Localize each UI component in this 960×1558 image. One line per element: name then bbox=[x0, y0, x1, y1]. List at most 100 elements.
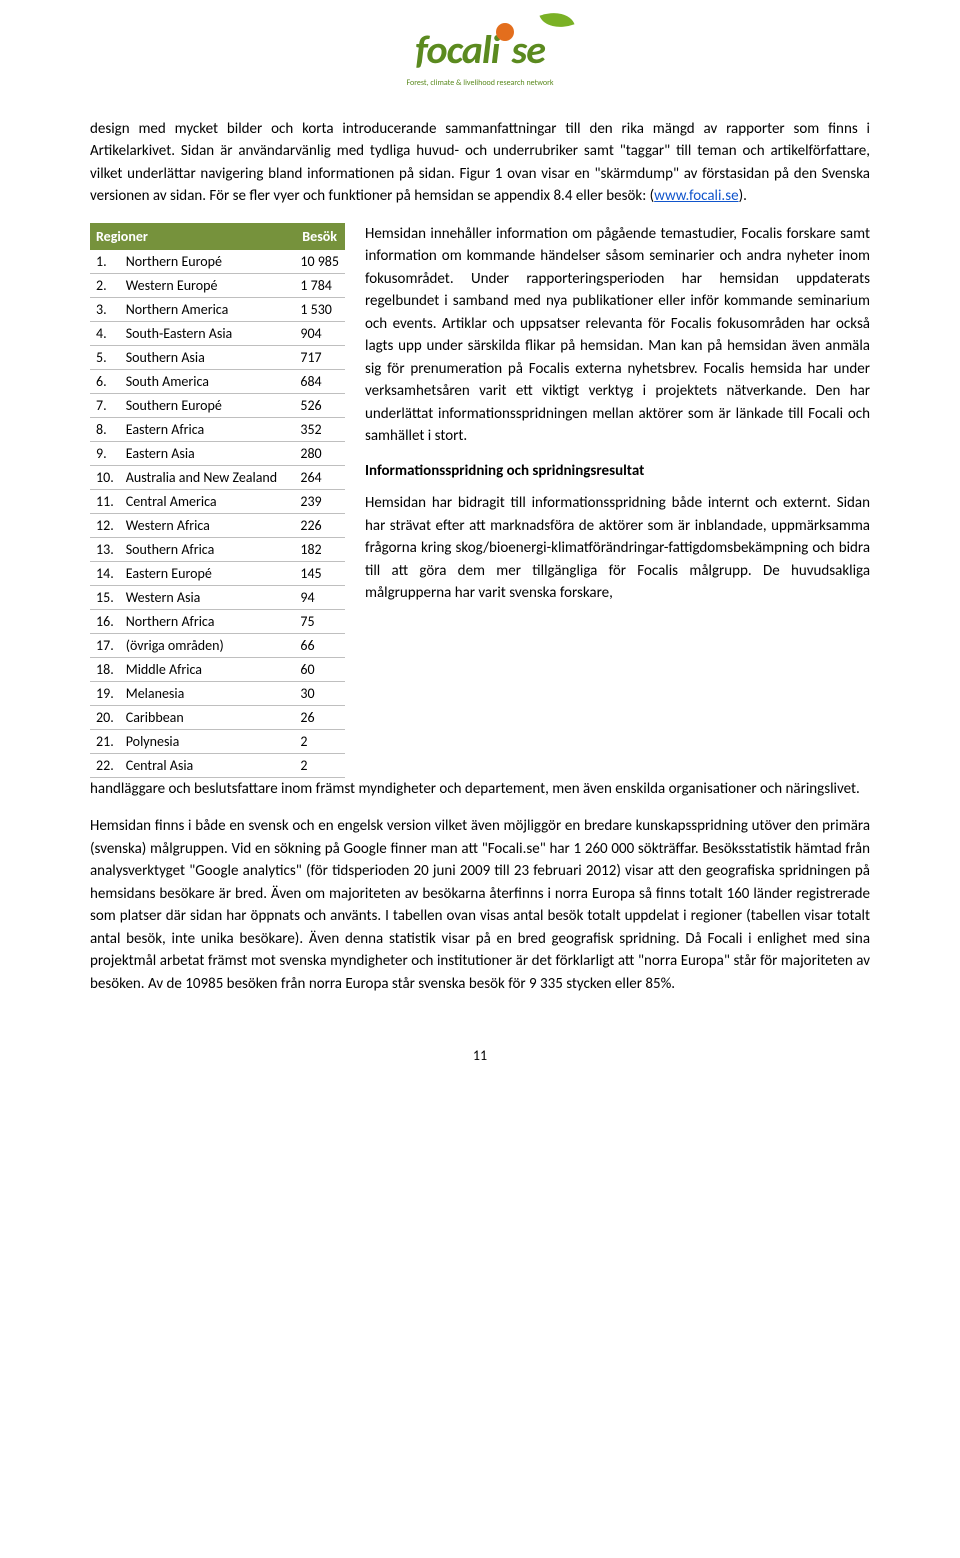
row-region: Caribbean bbox=[120, 705, 295, 729]
row-value: 239 bbox=[294, 489, 345, 513]
row-region: South America bbox=[120, 369, 295, 393]
row-value: 717 bbox=[294, 345, 345, 369]
row-region: Southern Africa bbox=[120, 537, 295, 561]
row-region: Middle Africa bbox=[120, 657, 295, 681]
row-value: 30 bbox=[294, 681, 345, 705]
right-para-1: Hemsidan innehåller information om pågåe… bbox=[365, 223, 870, 448]
page-number: 11 bbox=[90, 1045, 870, 1066]
row-region: Australia and New Zealand bbox=[120, 465, 295, 489]
intro-text-start: design med mycket bilder och korta intro… bbox=[90, 120, 870, 206]
row-number: 16. bbox=[90, 609, 120, 633]
row-value: 10 985 bbox=[294, 250, 345, 274]
row-number: 9. bbox=[90, 441, 120, 465]
row-region: Western Asia bbox=[120, 585, 295, 609]
logo-subtitle: Forest, climate & livelihood research ne… bbox=[406, 77, 553, 89]
header-regioner: Regioner bbox=[90, 223, 294, 250]
table-row: 1.Northern Europé10 985 bbox=[90, 250, 345, 274]
region-table-column: Regioner Besök 1.Northern Europé10 9852.… bbox=[90, 223, 345, 778]
table-row: 21.Polynesia2 bbox=[90, 729, 345, 753]
row-number: 12. bbox=[90, 513, 120, 537]
table-header-row: Regioner Besök bbox=[90, 223, 345, 250]
row-region: Northern America bbox=[120, 297, 295, 321]
table-row: 17.(övriga områden)66 bbox=[90, 633, 345, 657]
row-number: 14. bbox=[90, 561, 120, 585]
table-row: 2.Western Europé1 784 bbox=[90, 273, 345, 297]
table-row: 20.Caribbean26 bbox=[90, 705, 345, 729]
row-number: 4. bbox=[90, 321, 120, 345]
row-region: Southern Europé bbox=[120, 393, 295, 417]
table-row: 9.Eastern Asia280 bbox=[90, 441, 345, 465]
table-row: 5.Southern Asia717 bbox=[90, 345, 345, 369]
table-row: 11.Central America239 bbox=[90, 489, 345, 513]
row-number: 6. bbox=[90, 369, 120, 393]
row-value: 182 bbox=[294, 537, 345, 561]
row-number: 8. bbox=[90, 417, 120, 441]
table-row: 4.South-Eastern Asia904 bbox=[90, 321, 345, 345]
row-region: Western Europé bbox=[120, 273, 295, 297]
table-row: 13.Southern Africa182 bbox=[90, 537, 345, 561]
row-value: 75 bbox=[294, 609, 345, 633]
region-table: Regioner Besök 1.Northern Europé10 9852.… bbox=[90, 223, 345, 778]
row-region: (övriga områden) bbox=[120, 633, 295, 657]
row-number: 17. bbox=[90, 633, 120, 657]
table-row: 8.Eastern Africa352 bbox=[90, 417, 345, 441]
row-number: 10. bbox=[90, 465, 120, 489]
row-region: Eastern Asia bbox=[120, 441, 295, 465]
logo-block: focalise Forest, climate & livelihood re… bbox=[90, 20, 870, 93]
table-row: 15.Western Asia94 bbox=[90, 585, 345, 609]
row-region: Northern Africa bbox=[120, 609, 295, 633]
row-number: 1. bbox=[90, 250, 120, 274]
row-number: 11. bbox=[90, 489, 120, 513]
row-region: Eastern Europé bbox=[120, 561, 295, 585]
table-row: 3.Northern America1 530 bbox=[90, 297, 345, 321]
row-number: 13. bbox=[90, 537, 120, 561]
row-number: 22. bbox=[90, 753, 120, 777]
row-value: 145 bbox=[294, 561, 345, 585]
intro-text-end: ). bbox=[739, 187, 747, 205]
right-para-2: Hemsidan har bidragit till informationss… bbox=[365, 492, 870, 605]
row-region: Southern Asia bbox=[120, 345, 295, 369]
row-value: 280 bbox=[294, 441, 345, 465]
table-row: 22.Central Asia2 bbox=[90, 753, 345, 777]
row-value: 66 bbox=[294, 633, 345, 657]
right-text-column: Hemsidan innehåller information om pågåe… bbox=[365, 223, 870, 778]
row-value: 264 bbox=[294, 465, 345, 489]
table-row: 19.Melanesia30 bbox=[90, 681, 345, 705]
continuation-paragraph: handläggare och beslutsfattare inom främ… bbox=[90, 778, 870, 801]
logo-text-left: focali bbox=[415, 25, 499, 74]
row-number: 18. bbox=[90, 657, 120, 681]
row-number: 3. bbox=[90, 297, 120, 321]
table-row: 14.Eastern Europé145 bbox=[90, 561, 345, 585]
row-value: 26 bbox=[294, 705, 345, 729]
row-region: Western Africa bbox=[120, 513, 295, 537]
row-region: Northern Europé bbox=[120, 250, 295, 274]
row-region: Eastern Africa bbox=[120, 417, 295, 441]
section-heading: Informationsspridning och spridningsresu… bbox=[365, 460, 870, 483]
table-row: 6.South America684 bbox=[90, 369, 345, 393]
focali-link[interactable]: www.focali.se bbox=[654, 187, 738, 205]
row-region: Central Asia bbox=[120, 753, 295, 777]
row-value: 2 bbox=[294, 753, 345, 777]
row-value: 352 bbox=[294, 417, 345, 441]
row-value: 94 bbox=[294, 585, 345, 609]
row-number: 7. bbox=[90, 393, 120, 417]
row-value: 1 530 bbox=[294, 297, 345, 321]
row-region: South-Eastern Asia bbox=[120, 321, 295, 345]
row-value: 526 bbox=[294, 393, 345, 417]
row-number: 5. bbox=[90, 345, 120, 369]
row-value: 226 bbox=[294, 513, 345, 537]
row-value: 60 bbox=[294, 657, 345, 681]
row-number: 15. bbox=[90, 585, 120, 609]
row-number: 19. bbox=[90, 681, 120, 705]
logo-text-right: se bbox=[511, 25, 544, 74]
row-value: 2 bbox=[294, 729, 345, 753]
row-value: 904 bbox=[294, 321, 345, 345]
table-row: 12.Western Africa226 bbox=[90, 513, 345, 537]
header-besok: Besök bbox=[294, 223, 345, 250]
row-region: Central America bbox=[120, 489, 295, 513]
two-column-layout: Regioner Besök 1.Northern Europé10 9852.… bbox=[90, 223, 870, 778]
row-value: 1 784 bbox=[294, 273, 345, 297]
table-row: 10.Australia and New Zealand264 bbox=[90, 465, 345, 489]
logo: focalise Forest, climate & livelihood re… bbox=[406, 20, 553, 89]
final-paragraph: Hemsidan finns i både en svensk och en e… bbox=[90, 815, 870, 995]
